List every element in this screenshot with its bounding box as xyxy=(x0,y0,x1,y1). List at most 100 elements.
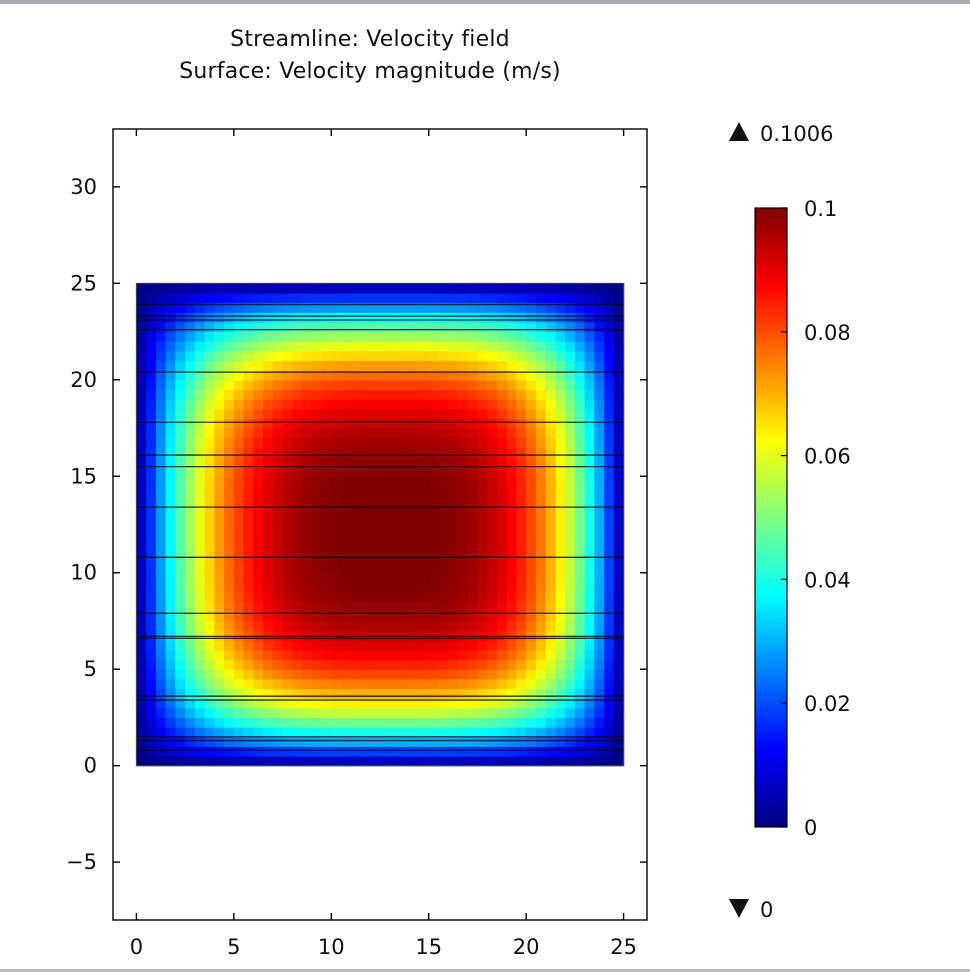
surface-cell xyxy=(477,379,488,391)
surface-cell xyxy=(243,717,254,728)
surface-cell xyxy=(331,476,342,487)
surface-cell xyxy=(263,495,274,506)
surface-cell xyxy=(506,514,518,526)
surface-cell xyxy=(487,746,498,757)
surface-cell xyxy=(380,553,391,564)
surface-cell xyxy=(204,389,215,400)
surface-cell xyxy=(175,630,186,641)
surface-cell xyxy=(146,514,157,526)
surface-cell xyxy=(477,563,488,574)
surface-cell xyxy=(409,620,420,632)
surface-cell xyxy=(496,389,508,400)
surface-cell xyxy=(272,456,284,468)
surface-cell xyxy=(272,399,284,410)
surface-cell xyxy=(613,698,625,709)
surface-cell xyxy=(428,370,440,381)
surface-cell xyxy=(448,553,459,564)
surface-cell xyxy=(516,553,527,564)
surface-cell xyxy=(467,399,479,410)
surface-cell xyxy=(535,437,547,448)
surface-cell xyxy=(214,688,225,699)
surface-cell xyxy=(136,321,147,333)
surface-cell xyxy=(418,640,430,651)
surface-cell xyxy=(194,717,206,728)
surface-cell xyxy=(233,505,245,516)
surface-cell xyxy=(224,408,235,419)
surface-cell xyxy=(155,437,167,448)
surface-cell xyxy=(321,312,332,323)
surface-cell xyxy=(448,447,459,458)
surface-cell xyxy=(214,408,225,419)
surface-cell xyxy=(224,418,235,429)
surface-cell xyxy=(613,601,625,612)
surface-cell xyxy=(263,698,274,709)
surface-cell xyxy=(565,331,576,342)
surface-cell xyxy=(321,283,332,294)
surface-cell xyxy=(331,727,342,738)
surface-cell xyxy=(272,688,284,699)
surface-cell xyxy=(535,707,547,719)
surface-cell xyxy=(224,669,235,680)
surface-cell xyxy=(233,736,245,747)
surface-cell xyxy=(477,505,488,516)
surface-cell xyxy=(535,408,547,419)
surface-cell xyxy=(604,283,615,294)
surface-cell xyxy=(194,707,206,719)
surface-cell xyxy=(214,611,225,622)
surface-cell xyxy=(155,428,167,439)
window-bottom-border xyxy=(0,969,970,972)
surface-cell xyxy=(350,389,362,400)
surface-cell xyxy=(155,370,167,381)
surface-cell xyxy=(448,331,459,342)
surface-cell xyxy=(341,302,352,313)
surface-cell xyxy=(604,572,615,583)
surface-cell xyxy=(155,563,167,574)
surface-cell xyxy=(136,698,147,709)
surface-cell xyxy=(185,360,196,371)
surface-cell xyxy=(526,437,537,448)
surface-cell xyxy=(321,669,332,680)
surface-cell xyxy=(263,707,274,719)
surface-cell xyxy=(409,505,420,516)
surface-cell xyxy=(604,534,615,545)
surface-cell xyxy=(194,447,206,458)
surface-cell xyxy=(565,688,576,699)
surface-cell xyxy=(272,582,284,593)
surface-cell xyxy=(272,360,284,371)
surface-cell xyxy=(243,495,254,506)
surface-cell xyxy=(448,678,459,690)
surface-cell xyxy=(282,601,293,612)
surface-cell xyxy=(341,649,352,661)
surface-cell xyxy=(409,640,420,651)
surface-cell xyxy=(526,572,537,583)
surface-cell xyxy=(574,370,586,381)
surface-cell xyxy=(487,331,498,342)
surface-cell xyxy=(545,698,556,709)
surface-cell xyxy=(506,350,518,362)
surface-cell xyxy=(165,302,176,313)
surface-cell xyxy=(613,505,625,516)
surface-cell xyxy=(594,727,605,738)
surface-cell xyxy=(360,727,371,738)
colorbar-max-label: 0.1006 xyxy=(760,122,833,146)
surface-cell xyxy=(194,582,206,593)
surface-cell xyxy=(146,428,157,439)
surface-cell xyxy=(155,456,167,468)
surface-cell xyxy=(302,341,313,352)
surface-cell xyxy=(165,601,176,612)
surface-cell xyxy=(243,601,254,612)
surface-cell xyxy=(360,563,371,574)
surface-cell xyxy=(506,428,518,439)
surface-cell xyxy=(565,312,576,323)
surface-cell xyxy=(574,321,586,333)
surface-cell xyxy=(370,292,381,304)
surface-cell xyxy=(146,495,157,506)
max-arrow-icon xyxy=(729,122,749,141)
surface-cell xyxy=(224,360,235,371)
surface-cell xyxy=(535,534,547,545)
surface-cell xyxy=(535,360,547,371)
surface-cell xyxy=(613,418,625,429)
surface-cell xyxy=(409,698,420,709)
surface-cell xyxy=(136,563,147,574)
surface-cell xyxy=(146,727,157,738)
